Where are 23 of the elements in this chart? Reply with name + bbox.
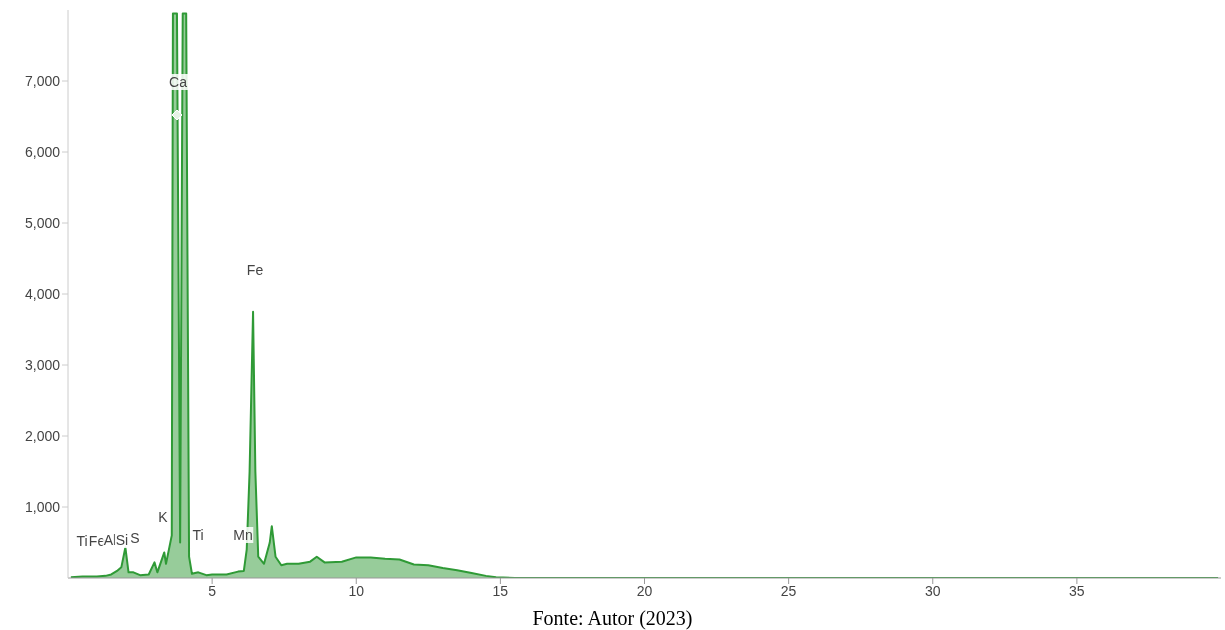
- x-tick-label: 15: [492, 582, 509, 599]
- x-tick-label: 10: [348, 582, 365, 599]
- annotation: Si: [114, 532, 130, 548]
- y-tick-label: 2,000: [24, 427, 61, 444]
- annotation: Ti: [75, 533, 89, 549]
- y-tick-label: 7,000: [24, 72, 61, 89]
- y-tick-label: 3,000: [24, 356, 61, 373]
- y-tick-label: 1,000: [24, 498, 61, 515]
- x-tick-label: 20: [636, 582, 653, 599]
- annotation: Fe: [245, 262, 265, 278]
- annotation: Mn: [232, 527, 254, 543]
- annotation: Ti: [191, 527, 205, 543]
- y-tick-label: 4,000: [24, 285, 61, 302]
- x-tick-label: 35: [1069, 582, 1085, 599]
- y-tick-label: 6,000: [24, 143, 61, 160]
- x-tick-label: 30: [924, 582, 941, 599]
- annotation: K: [157, 509, 169, 525]
- y-tick-label: 5,000: [24, 214, 61, 231]
- annotation: S: [129, 530, 141, 546]
- annotation: Ca: [168, 74, 188, 90]
- x-tick-label: 25: [780, 582, 797, 599]
- x-tick-label: 5: [208, 582, 217, 599]
- source-note: Fonte: Autor (2023): [531, 607, 694, 629]
